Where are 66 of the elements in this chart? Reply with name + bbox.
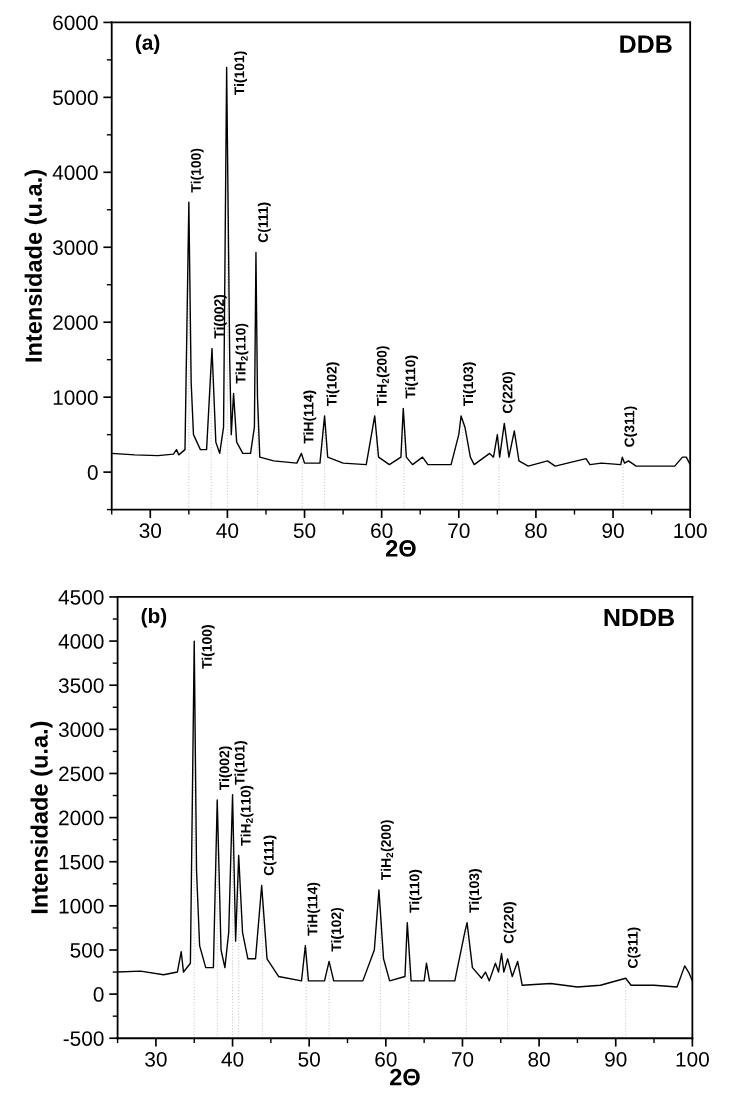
y-tick-label: 4000: [52, 165, 98, 181]
x-tick-label: 80: [528, 1051, 550, 1067]
y-tick-label: 500: [70, 942, 104, 958]
annotation: Ti(002): [213, 294, 227, 339]
x-axis-title: 2Θ: [390, 1068, 420, 1086]
annotation: Ti(101): [234, 741, 248, 785]
annotation: TiH$_{2}$(110): [240, 785, 254, 846]
x-tick-label: 100: [676, 1051, 709, 1067]
x-tick-label: 30: [145, 1051, 167, 1067]
annotation: (b): [141, 607, 167, 628]
x-tick-label: 90: [602, 523, 624, 539]
annotation: TiH$_{2}$(110): [235, 323, 249, 384]
x-tick-label: 70: [448, 523, 470, 539]
annotation: TiH$_{2}$(200): [380, 820, 394, 881]
annotation: TiH(114): [307, 882, 321, 936]
annotation: Ti(103): [462, 362, 476, 407]
annotation: Ti(102): [326, 362, 340, 407]
annotation: DDB: [620, 35, 672, 53]
annotation: Ti(101): [234, 51, 247, 96]
annotation: C(311): [624, 406, 638, 447]
y-tick-label: 0: [87, 465, 98, 480]
x-tick-label: 100: [674, 523, 707, 539]
y-tick-label: 1000: [59, 898, 104, 914]
x-tick-label: 70: [451, 1051, 474, 1067]
x-tick-label: 60: [371, 523, 393, 539]
annotation: Ti(100): [201, 625, 215, 669]
annotation: Ti(110): [409, 869, 423, 913]
y-axis-title: Intensidade (u.a.): [30, 721, 53, 914]
x-tick-label: 30: [139, 523, 162, 539]
annotation: Ti(103): [468, 869, 482, 913]
y-tick-label: 2000: [53, 315, 98, 330]
y-tick-label: 3000: [52, 240, 98, 256]
x-tick-label: 50: [293, 523, 316, 539]
y-tick-label: 1500: [59, 854, 104, 870]
annotation: C(311): [627, 927, 641, 968]
annotation: Ti(002): [219, 746, 233, 791]
annotation: TiH$_{2}$(200): [376, 346, 390, 407]
y-tick-label: 3000: [58, 722, 104, 738]
y-axis-title: Intensidade (u.a.): [24, 170, 47, 362]
x-tick-label: 60: [375, 1051, 397, 1067]
annotation: NDDB: [604, 608, 674, 627]
x-tick-label: 80: [525, 523, 547, 539]
y-tick-label: 4000: [58, 634, 104, 649]
annotation: C(111): [257, 202, 271, 243]
y-tick-label: 0: [93, 987, 104, 1002]
annotation: (a): [135, 34, 160, 54]
x-tick-label: 90: [605, 1051, 627, 1067]
y-tick-label: -500: [63, 1031, 104, 1046]
y-tick-label: 6000: [53, 15, 98, 31]
annotation: C(111): [263, 835, 277, 876]
x-tick-label: 40: [216, 523, 239, 539]
y-tick-label: 5000: [53, 90, 98, 106]
annotation: Ti(110): [405, 355, 419, 399]
y-tick-label: 4500: [58, 589, 104, 605]
y-tick-label: 2500: [59, 766, 104, 782]
y-tick-label: 2000: [59, 810, 104, 826]
annotation: Ti(100): [190, 148, 204, 193]
x-tick-label: 40: [221, 1051, 244, 1067]
x-tick-label: 50: [298, 1051, 320, 1067]
x-axis-title: 2Θ: [386, 540, 416, 557]
annotation: C(220): [502, 371, 516, 414]
annotation: Ti(102): [330, 907, 344, 952]
annotation: TiH(114): [303, 390, 317, 444]
y-tick-label: 3500: [58, 678, 104, 693]
y-tick-label: 1000: [53, 390, 98, 405]
annotation: C(220): [503, 902, 517, 944]
